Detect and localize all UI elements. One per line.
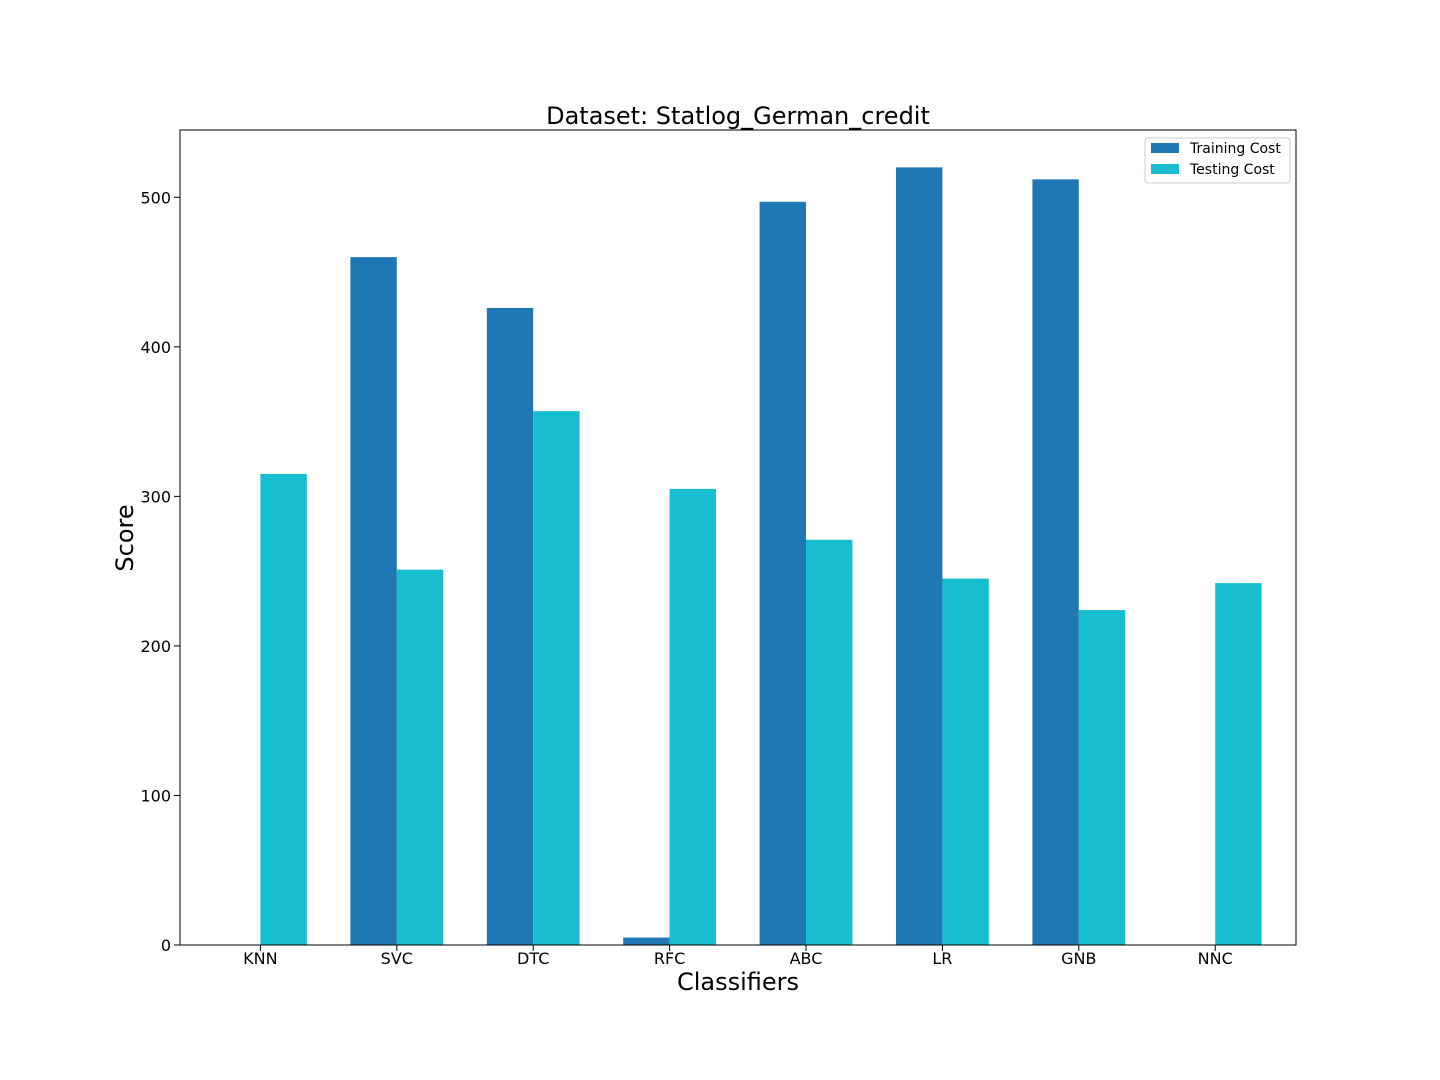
y-axis-title: Score bbox=[111, 504, 139, 571]
bar-testing-cost-knn bbox=[260, 473, 307, 945]
x-tick-label-gnb: GNB bbox=[1061, 949, 1096, 968]
y-tick-label: 300 bbox=[140, 487, 171, 506]
bar-testing-cost-svc bbox=[396, 569, 444, 945]
x-tick-label-abc: ABC bbox=[790, 949, 823, 968]
y-tick-label: 0 bbox=[161, 936, 171, 955]
y-tick-label: 500 bbox=[140, 188, 171, 207]
bar-testing-cost-nnc bbox=[1215, 583, 1262, 945]
x-tick-label-lr: LR bbox=[932, 949, 952, 968]
legend-swatch-testing-cost bbox=[1151, 164, 1179, 174]
y-tick-label: 100 bbox=[140, 786, 171, 805]
legend-label-testing-cost: Testing Cost bbox=[1189, 162, 1275, 178]
plot-frame bbox=[179, 129, 1297, 946]
y-axis: 0 100 200 300 400 500 bbox=[140, 188, 180, 955]
x-tick-label-svc: SVC bbox=[381, 949, 413, 968]
legend-swatch-training-cost bbox=[1151, 143, 1179, 153]
bar-testing-cost-lr bbox=[942, 578, 989, 945]
bar-training-cost-rfc bbox=[623, 937, 670, 945]
x-tick-label-rfc: RFC bbox=[654, 949, 686, 968]
bars-layer bbox=[260, 167, 1262, 946]
x-tick-label-dtc: DTC bbox=[517, 949, 549, 968]
y-tick-label: 400 bbox=[140, 338, 171, 357]
x-axis: KNN SVC DTC RFC ABC LR GNB NNC bbox=[243, 945, 1233, 968]
bar-training-cost-lr bbox=[896, 167, 943, 945]
legend-label-training-cost: Training Cost bbox=[1189, 141, 1281, 157]
bar-training-cost-dtc bbox=[486, 307, 534, 945]
bar-testing-cost-dtc bbox=[533, 411, 580, 945]
bar-training-cost-svc bbox=[350, 257, 397, 945]
chart-title: Dataset: Statlog_German_credit bbox=[546, 102, 930, 130]
legend: Training Cost Testing Cost bbox=[1144, 137, 1291, 184]
x-tick-label-nnc: NNC bbox=[1198, 949, 1233, 968]
bar-training-cost-gnb bbox=[1032, 179, 1079, 946]
bar-testing-cost-abc bbox=[806, 539, 853, 945]
y-tick-label: 200 bbox=[140, 637, 171, 656]
x-axis-title: Classifiers bbox=[677, 968, 799, 996]
bar-training-cost-abc bbox=[759, 201, 806, 945]
bar-testing-cost-gnb bbox=[1078, 610, 1126, 945]
bar-testing-cost-rfc bbox=[669, 488, 716, 945]
legend-frame bbox=[1144, 137, 1291, 184]
x-tick-label-knn: KNN bbox=[243, 949, 277, 968]
